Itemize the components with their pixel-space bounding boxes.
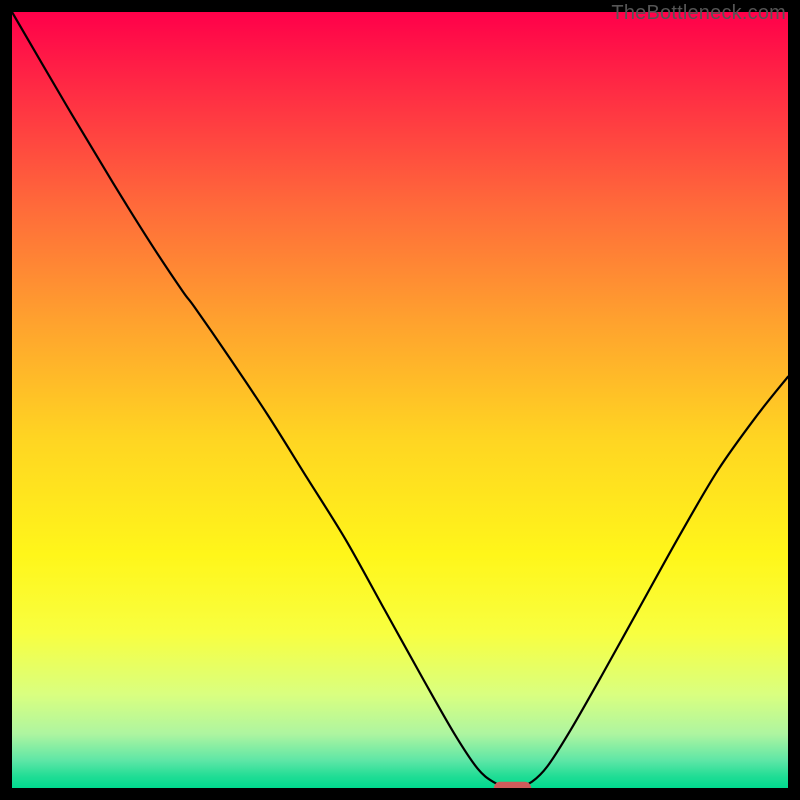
chart-frame: TheBottleneck.com	[0, 0, 800, 800]
plot-area	[12, 12, 788, 788]
watermark-text: TheBottleneck.com	[611, 2, 786, 25]
bottleneck-curve-chart	[12, 12, 788, 788]
optimal-point-marker	[494, 782, 531, 788]
gradient-background	[12, 12, 788, 788]
